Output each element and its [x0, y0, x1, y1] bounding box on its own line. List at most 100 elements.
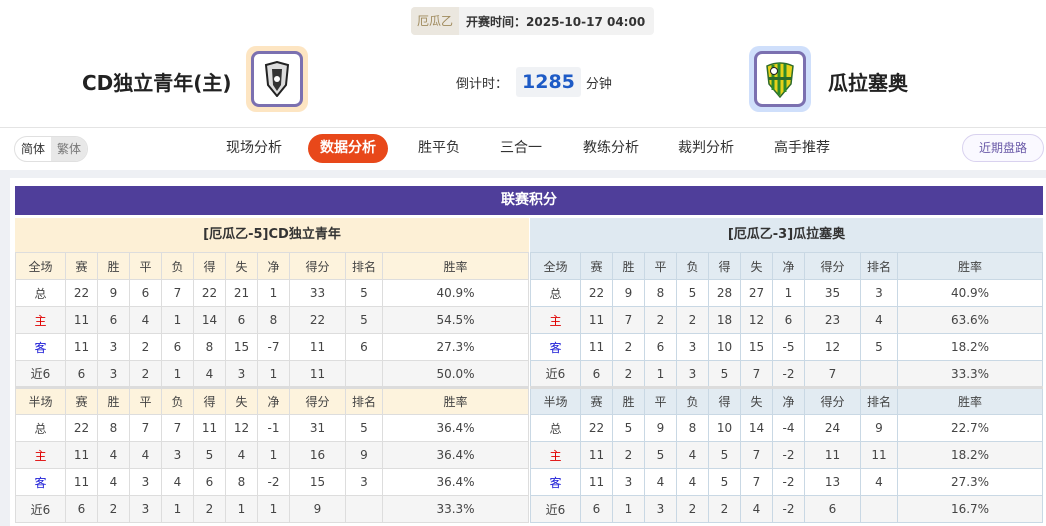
table-row-cell: 近6: [15, 495, 66, 523]
table-row-cell: 14: [193, 306, 226, 334]
standings-title: 联赛积分: [15, 186, 1043, 215]
full-header-row-cell: 平: [644, 252, 677, 280]
full-header-row-cell: 赛: [580, 252, 613, 280]
table-row-cell: -4: [772, 414, 805, 442]
table-row-cell: 11: [580, 468, 613, 496]
table-row-cell: -7: [257, 333, 290, 361]
lang-traditional[interactable]: 繁体: [51, 137, 88, 161]
half-header-row-cell: 负: [676, 386, 709, 415]
table-row-cell: 8: [97, 414, 130, 442]
home-team-logo[interactable]: [246, 46, 308, 112]
table-row-cell: 4: [97, 468, 130, 496]
tab-coach-analysis[interactable]: 教练分析: [583, 140, 639, 156]
full-header-row-cell: 得分: [804, 252, 861, 280]
half-header-row-cell: 得: [708, 386, 741, 415]
table-row-cell: 7: [161, 414, 194, 442]
full-header-row-cell: 得分: [289, 252, 346, 280]
nav-bar: 简体 繁体 现场分析 数据分析 胜平负 三合一 教练分析 裁判分析 高手推荐 近…: [0, 127, 1046, 169]
table-row-cell: 主: [15, 441, 66, 469]
table-row-cell: 33: [289, 279, 346, 307]
table-row-cell: 7: [612, 306, 645, 334]
table-row-cell: 6: [97, 306, 130, 334]
table-row-cell: 客: [15, 468, 66, 496]
table-row-cell: 11: [65, 333, 98, 361]
tab-referee-analysis[interactable]: 裁判分析: [678, 140, 734, 156]
table-row-cell: 27.3%: [897, 468, 1043, 496]
table-row-cell: 8: [676, 414, 709, 442]
table-row-cell: 22: [193, 279, 226, 307]
table-row-cell: 9: [644, 414, 677, 442]
lang-simplified[interactable]: 简体: [21, 142, 46, 156]
table-row-cell: 35: [804, 279, 861, 307]
recent-odds-button[interactable]: 近期盘路: [962, 134, 1044, 162]
table-row-cell: 1: [612, 495, 645, 523]
table-row-cell: -2: [257, 468, 290, 496]
table-row-cell: 4: [97, 441, 130, 469]
table-row-cell: 40.9%: [897, 279, 1043, 307]
table-row-cell: 8: [225, 468, 258, 496]
countdown: 倒计时： 1285 分钟: [456, 67, 612, 97]
table-row-cell: 2: [676, 495, 709, 523]
league-tag[interactable]: 厄瓜乙: [411, 7, 460, 35]
table-row-cell: 2: [612, 333, 645, 361]
table-row-cell: 33.3%: [897, 360, 1043, 388]
home-team-name[interactable]: CD独立青年(主): [82, 71, 232, 95]
table-row-cell: 11: [580, 441, 613, 469]
table-row-cell: 4: [676, 468, 709, 496]
table-row-cell: 5: [345, 414, 383, 442]
table-row-cell: 3: [676, 360, 709, 388]
table-row-cell: [860, 360, 898, 388]
table-row-cell: 客: [15, 333, 66, 361]
table-row-cell: 9: [860, 414, 898, 442]
tab-data-analysis[interactable]: 数据分析: [308, 134, 388, 163]
table-row-cell: [860, 495, 898, 523]
away-team-name[interactable]: 瓜拉塞奥: [828, 71, 908, 95]
table-row: 总 22 5 9 8 10 14 -4 24 9 22.7%: [530, 414, 1043, 442]
half-header-row-cell: 胜率: [382, 386, 529, 415]
home-standings: [厄瓜乙-5]CD独立青年 全场赛胜平负得失净得分 排名 胜率总 22 9 6 7 22 21 1…: [15, 218, 529, 523]
table-row-cell: 3: [129, 468, 162, 496]
table-row-cell: 2: [129, 333, 162, 361]
table-row-cell: 22: [65, 279, 98, 307]
table-row-cell: 5: [193, 441, 226, 469]
full-header-row-cell: 失: [225, 252, 258, 280]
tab-win-draw-loss[interactable]: 胜平负: [418, 140, 460, 156]
table-row-cell: 4: [193, 360, 226, 388]
table-row: 总 22 9 8 5 28 27 1 35 3 40.9%: [530, 279, 1043, 307]
table-row-cell: 8: [257, 306, 290, 334]
table-row-cell: 33.3%: [382, 495, 529, 523]
full-header-row-cell: 负: [676, 252, 709, 280]
tab-three-in-one[interactable]: 三合一: [500, 140, 542, 156]
table-row-cell: 63.6%: [897, 306, 1043, 334]
half-header-row-cell: 得: [193, 386, 226, 415]
table-row-cell: 4: [676, 441, 709, 469]
away-team-logo[interactable]: [749, 46, 811, 112]
table-row-cell: 15: [289, 468, 346, 496]
table-row-cell: 22: [580, 279, 613, 307]
table-row: 客 11 2 6 3 10 15 -5 12 5 18.2%: [530, 333, 1043, 361]
table-row-cell: 14: [740, 414, 773, 442]
half-header-row-cell: 胜: [97, 386, 130, 415]
table-row-cell: 54.5%: [382, 306, 529, 334]
language-toggle[interactable]: 简体 繁体: [14, 136, 89, 162]
table-row-cell: 6: [804, 495, 861, 523]
table-row-cell: 6: [65, 360, 98, 388]
table-row-cell: 5: [345, 306, 383, 334]
table-row-cell: 27: [740, 279, 773, 307]
table-row-cell: 6: [65, 495, 98, 523]
full-header-row: 全场赛胜平负得失净得分 排名 胜率: [530, 252, 1043, 280]
tab-expert-picks[interactable]: 高手推荐: [774, 140, 830, 156]
table-row-cell: 27.3%: [382, 333, 529, 361]
full-header-row-cell: 平: [129, 252, 162, 280]
table-row-cell: 3: [97, 333, 130, 361]
table-row-cell: 2: [612, 441, 645, 469]
table-row-cell: 4: [161, 468, 194, 496]
table-row-cell: 4: [860, 468, 898, 496]
table-row-cell: [345, 495, 383, 523]
table-row-cell: 3: [860, 279, 898, 307]
table-row-cell: 22: [580, 414, 613, 442]
table-row-cell: 11: [804, 441, 861, 469]
table-row-cell: 7: [161, 279, 194, 307]
tab-live-analysis[interactable]: 现场分析: [226, 140, 282, 156]
table-row: 客 11 4 3 4 6 8 -2 15 3 36.4%: [15, 468, 529, 496]
